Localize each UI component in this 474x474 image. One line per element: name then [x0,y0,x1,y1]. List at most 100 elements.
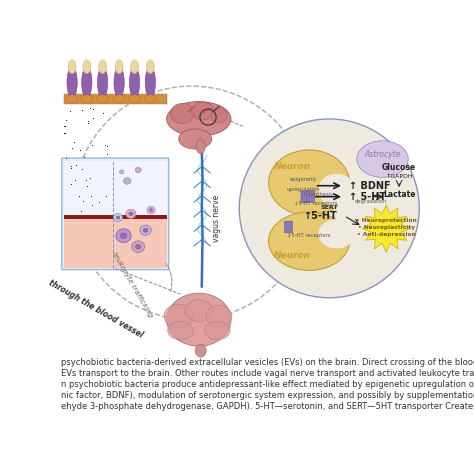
Text: ↑ 5-HT: ↑ 5-HT [349,191,387,201]
Ellipse shape [185,300,213,321]
Ellipse shape [66,95,78,103]
Bar [88,121,89,122]
Ellipse shape [116,216,120,219]
Text: SERT: SERT [320,205,337,210]
Ellipse shape [269,150,349,216]
Ellipse shape [130,60,138,73]
Bar [106,196,108,197]
Ellipse shape [149,209,153,211]
Bar [107,146,108,147]
Ellipse shape [115,60,123,73]
Ellipse shape [143,228,148,232]
FancyBboxPatch shape [301,191,309,202]
Ellipse shape [147,207,155,214]
Ellipse shape [124,178,131,184]
Ellipse shape [119,170,124,174]
Ellipse shape [120,233,127,238]
Text: Neuron: Neuron [274,162,311,171]
Ellipse shape [129,67,140,98]
Ellipse shape [116,229,131,243]
Bar [88,123,89,124]
Ellipse shape [206,305,232,327]
Text: • Neuroplasticity: • Neuroplasticity [357,225,415,230]
FancyBboxPatch shape [284,221,292,233]
Text: degradation: degradation [355,199,387,204]
Bar [99,202,100,203]
Text: nic factor, BDNF), modulation of serotonergic system expression, and possibly by: nic factor, BDNF), modulation of seroton… [61,391,474,400]
Ellipse shape [83,60,91,73]
Circle shape [239,119,419,298]
Text: ↑5-HT: ↑5-HT [303,210,337,220]
Bar [66,120,67,121]
Text: • Anti-depression: • Anti-depression [357,232,416,237]
Text: EVs transport to the brain. Other routes include vagal nerve transport and activ: EVs transport to the brain. Other routes… [61,369,474,378]
Ellipse shape [357,141,408,177]
Bar [86,180,87,181]
Ellipse shape [204,321,230,340]
Text: ↑ BDNF: ↑ BDNF [349,181,391,191]
Text: ↓5-HT receptors: ↓5-HT receptors [294,201,338,207]
Text: vagus nerve: vagus nerve [212,195,221,242]
Bar [81,157,82,158]
Ellipse shape [168,321,193,340]
Bar [80,150,81,151]
Bar [79,196,80,197]
Text: ↑GAPDH: ↑GAPDH [385,174,413,180]
Bar [64,133,65,134]
Bar [92,145,93,146]
Ellipse shape [318,173,355,207]
Bar [76,165,77,166]
Ellipse shape [135,167,141,173]
Ellipse shape [114,213,122,221]
Ellipse shape [167,293,231,346]
FancyBboxPatch shape [62,158,169,270]
Bar [105,143,106,144]
Text: upregulation: upregulation [287,187,320,192]
Polygon shape [362,205,410,252]
Ellipse shape [196,139,205,154]
Ellipse shape [167,101,231,136]
Text: ↑ synthesis: ↑ synthesis [301,192,333,197]
Bar [71,168,72,169]
Ellipse shape [114,67,124,98]
Text: ↕5-HT receptors: ↕5-HT receptors [287,233,330,238]
Bar [90,108,91,109]
Ellipse shape [126,209,136,219]
Ellipse shape [82,67,92,98]
Ellipse shape [145,67,155,98]
Text: Astrocyte: Astrocyte [364,150,401,159]
Text: psychobiotic bacteria-derived extracellular vesicles (EVs) on the brain. Direct : psychobiotic bacteria-derived extracellu… [61,358,474,367]
Text: through the blood vessel: through the blood vessel [47,278,145,339]
Ellipse shape [144,95,156,103]
Text: ehyde 3-phosphate dehydrogenase, GAPDH). 5-HT—serotonin, and SERT—5HT transporte: ehyde 3-phosphate dehydrogenase, GAPDH).… [61,402,474,411]
Text: epigenetic: epigenetic [290,177,318,182]
Bar [74,142,75,143]
Bar [90,178,91,179]
Ellipse shape [97,95,109,103]
Text: Lactate: Lactate [383,190,415,199]
Bar [64,126,65,127]
Text: Glucose: Glucose [382,163,416,172]
Bar [66,158,67,159]
Ellipse shape [164,304,193,328]
Bar [72,148,73,149]
Ellipse shape [113,95,125,103]
Ellipse shape [191,102,213,120]
Bar [70,111,71,112]
Text: n psychobiotic bacteria produce antidepressant-like effect mediated by epigeneti: n psychobiotic bacteria produce antidepr… [61,380,474,389]
Bar [64,215,167,219]
Ellipse shape [269,212,349,270]
Bar [64,161,167,218]
Ellipse shape [68,60,76,73]
Bar [64,219,167,268]
Ellipse shape [170,103,194,124]
FancyBboxPatch shape [307,191,315,202]
Bar [84,157,85,158]
Ellipse shape [81,95,93,103]
Ellipse shape [136,244,141,249]
Bar [92,205,93,206]
Bar [103,113,104,114]
Ellipse shape [318,219,355,248]
Text: Neuron: Neuron [274,251,311,260]
Ellipse shape [195,344,206,357]
